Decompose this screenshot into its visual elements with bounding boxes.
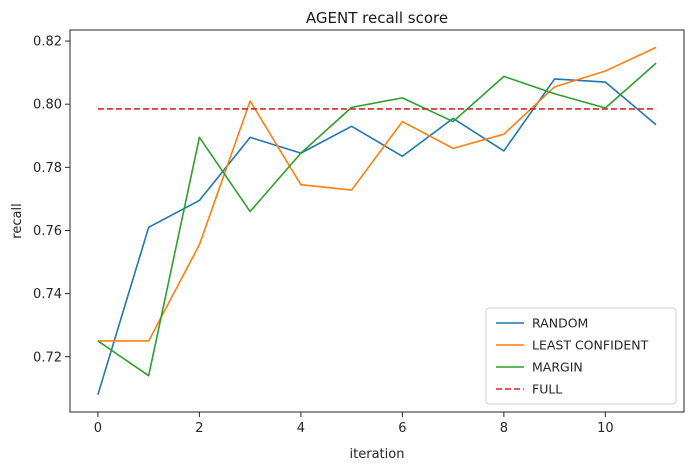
x-tick-label: 0 — [94, 421, 102, 436]
legend-entry-label: MARGIN — [532, 360, 583, 375]
x-axis: 0 2 4 6 8 10 — [94, 412, 614, 436]
y-axis-label: recall — [10, 203, 25, 238]
series-line-random — [97, 78, 657, 395]
legend-entry-label: RANDOM — [532, 316, 588, 331]
y-tick-label: 0.80 — [33, 98, 62, 113]
y-tick-label: 0.72 — [33, 350, 62, 365]
x-tick-label: 4 — [297, 421, 305, 436]
legend: RANDOM LEAST CONFIDENT MARGIN FULL — [485, 307, 677, 405]
x-tick-label: 10 — [597, 421, 614, 436]
x-tick-label: 8 — [500, 421, 508, 436]
plot-frame — [69, 29, 685, 413]
x-tick-label: 6 — [398, 421, 406, 436]
y-tick-label: 0.78 — [33, 161, 62, 176]
legend-entry-label: FULL — [532, 382, 562, 397]
series-line-margin — [97, 62, 657, 377]
y-tick-label: 0.82 — [33, 35, 62, 50]
y-tick-label: 0.76 — [33, 224, 62, 239]
x-axis-label: iteration — [350, 447, 405, 462]
series-line-least-confident — [97, 46, 657, 342]
series-layer — [97, 46, 657, 395]
legend-entry-label: LEAST CONFIDENT — [532, 338, 649, 353]
x-tick-label: 2 — [195, 421, 203, 436]
chart-title: AGENT recall score — [306, 9, 448, 27]
legend-box — [485, 307, 677, 405]
y-tick-label: 0.74 — [33, 287, 62, 302]
y-axis: 0.72 0.74 0.76 0.78 0.80 0.82 — [33, 35, 70, 365]
